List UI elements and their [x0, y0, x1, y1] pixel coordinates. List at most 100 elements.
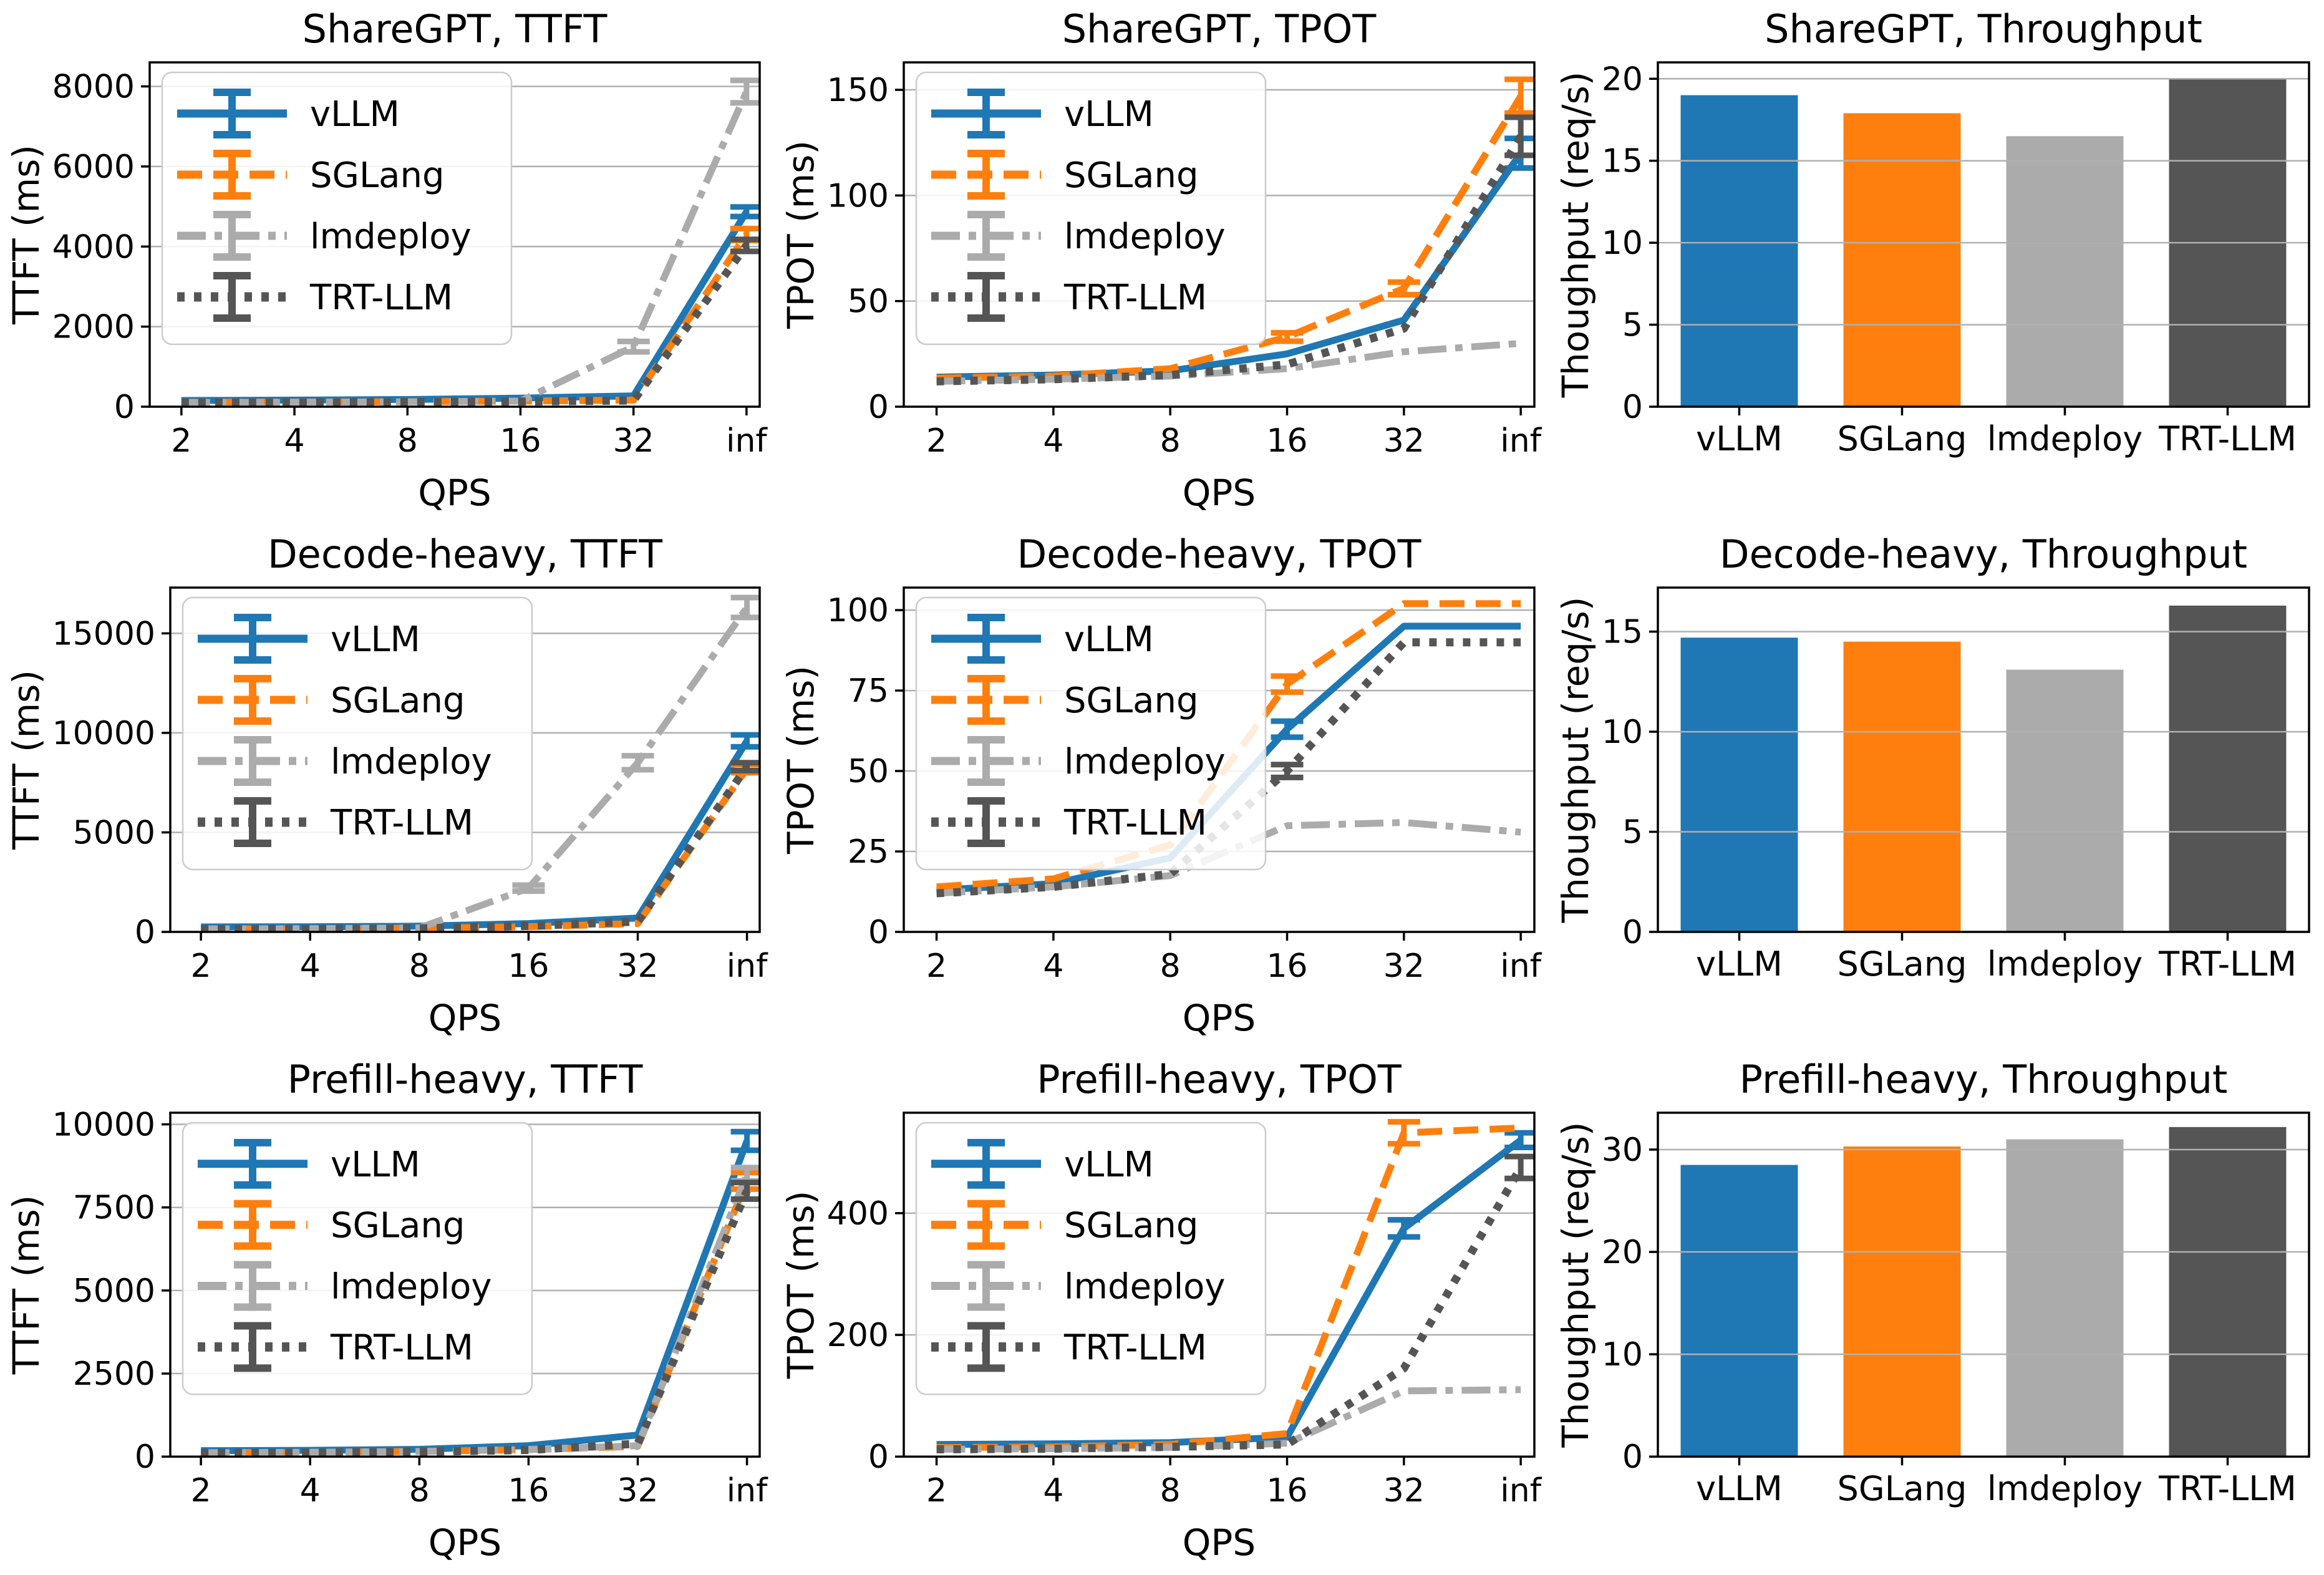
sharegpt-tpot-legend: vLLM SGLang lmdeploy TRT-LLM [915, 71, 1267, 346]
svg-text:8: 8 [1160, 1472, 1181, 1510]
sharegpt-throughput-bar-SGLang [1843, 113, 1961, 407]
decode-heavy-tpot-ylabel: TPOT (ms) [780, 666, 822, 855]
chart-svg-sharegpt-ttft: 2 4 8 16 32 inf QPS 0 2000 4000 6000 8000 ShareGPT, … [0, 0, 775, 525]
sharegpt-ttft-legend-label-SGLang: SGLang [310, 155, 445, 196]
decode-heavy-ttft-ylabel: TTFT (ms) [5, 670, 47, 850]
svg-text:400: 400 [827, 1195, 889, 1233]
decode-heavy-ttft-legend-label-SGLang: SGLang [331, 681, 465, 721]
decode-heavy-throughput-ylabel: Thoughput (req/s) [1554, 597, 1597, 924]
decode-heavy-tpot-legend-label-lmdeploy: lmdeploy [1064, 742, 1226, 782]
sharegpt-throughput-bar-lmdeploy [2006, 136, 2124, 407]
svg-text:0: 0 [135, 1438, 155, 1476]
sharegpt-throughput-ylabel: Thoughput (req/s) [1554, 72, 1597, 399]
prefill-heavy-throughput-bar-SGLang [1843, 1146, 1961, 1457]
prefill-heavy-tpot-plot-frame [903, 1112, 1536, 1458]
decode-heavy-ttft-plot-frame [169, 586, 761, 933]
sharegpt-tpot-series-SGLang [936, 76, 1534, 382]
decode-heavy-ttft-y-axis: 0 5000 10000 15000 [52, 615, 170, 951]
svg-text:2: 2 [926, 947, 947, 985]
decode-heavy-tpot-series-TRT-LLM [936, 638, 1521, 898]
sharegpt-ttft-legend: vLLM SGLang lmdeploy TRT-LLM [161, 71, 513, 346]
svg-text:32: 32 [1383, 1472, 1425, 1510]
sharegpt-throughput-gridlines [1658, 78, 2309, 326]
prefill-heavy-tpot-y-axis: 0 200 400 [827, 1195, 904, 1476]
svg-text:inf: inf [727, 947, 768, 985]
svg-text:QPS: QPS [428, 997, 501, 1039]
prefill-heavy-ttft-legend-label-TRT-LLM: TRT-LLM [330, 1327, 473, 1368]
svg-text:TRT-LLM: TRT-LLM [2158, 419, 2297, 458]
svg-text:0: 0 [114, 389, 135, 426]
prefill-heavy-throughput-y-axis: 0 10 20 30 [1602, 1132, 1658, 1476]
svg-text:16: 16 [1266, 1472, 1307, 1510]
svg-text:2000: 2000 [52, 309, 135, 346]
sharegpt-tpot-x-axis: 2 4 8 16 32 inf QPS [926, 407, 1542, 514]
sharegpt-ttft-y-axis: 0 2000 4000 6000 8000 [52, 69, 150, 426]
sharegpt-tpot-ylabel: TPOT (ms) [780, 140, 822, 329]
sharegpt-ttft-legend-label-vLLM: vLLM [310, 94, 400, 135]
sharegpt-tpot-legend-label-TRT-LLM: TRT-LLM [1063, 278, 1207, 318]
prefill-heavy-ttft-ylabel: TTFT (ms) [5, 1195, 47, 1375]
svg-text:0: 0 [868, 389, 889, 426]
decode-heavy-throughput-title: Decode-heavy, Throughput [1720, 531, 2247, 577]
svg-text:TRT-LLM: TRT-LLM [2158, 944, 2297, 984]
svg-text:0: 0 [1622, 914, 1643, 951]
sharegpt-ttft-title: ShareGPT, TTFT [303, 6, 608, 52]
chart-sharegpt-ttft: 2 4 8 16 32 inf QPS 0 2000 4000 6000 8000 ShareGPT, … [0, 0, 775, 525]
svg-text:inf: inf [727, 1472, 768, 1510]
prefill-heavy-tpot-x-axis: 2 4 8 16 32 inf QPS [926, 1456, 1542, 1564]
decode-heavy-ttft-series-lmdeploy [201, 594, 760, 932]
prefill-heavy-throughput-bars [1680, 1127, 2287, 1457]
decode-heavy-throughput-plot-frame [1657, 586, 2310, 933]
svg-text:inf: inf [726, 422, 768, 460]
chart-prefill-heavy-tpot: 2 4 8 16 32 inf QPS 0 200 400 Prefill-heavy, TPOT T… [775, 1050, 1549, 1575]
svg-text:0: 0 [1622, 1438, 1643, 1476]
svg-text:16: 16 [1266, 422, 1307, 460]
sharegpt-throughput-y-axis: 0 5 10 15 20 [1602, 61, 1658, 426]
sharegpt-tpot-legend-label-lmdeploy: lmdeploy [1064, 216, 1226, 257]
sharegpt-ttft-plot-frame [148, 61, 761, 408]
sharegpt-ttft-legend-label-lmdeploy: lmdeploy [310, 216, 472, 257]
prefill-heavy-ttft-legend-label-SGLang: SGLang [331, 1206, 465, 1246]
svg-text:lmdeploy: lmdeploy [1987, 944, 2142, 984]
prefill-heavy-tpot-ylabel: TPOT (ms) [780, 1191, 822, 1379]
svg-text:2500: 2500 [73, 1355, 155, 1393]
decode-heavy-tpot-series-lmdeploy [936, 819, 1521, 897]
svg-text:SGLang: SGLang [1837, 944, 1967, 984]
decode-heavy-ttft-legend-label-TRT-LLM: TRT-LLM [330, 803, 473, 843]
svg-text:20: 20 [1602, 61, 1643, 98]
svg-text:100: 100 [827, 177, 889, 215]
svg-text:8: 8 [1160, 947, 1181, 985]
decode-heavy-throughput-x-axis: vLLM SGLang lmdeploy TRT-LLM [1696, 932, 2297, 984]
svg-text:5: 5 [1622, 307, 1643, 344]
chart-svg-decode-heavy-ttft: 2 4 8 16 32 inf QPS 0 5000 10000 15000 Decode-heavy… [0, 525, 775, 1050]
prefill-heavy-throughput-bar-lmdeploy [2006, 1139, 2124, 1457]
svg-text:lmdeploy: lmdeploy [1987, 419, 2142, 458]
svg-text:QPS: QPS [428, 1521, 501, 1564]
prefill-heavy-ttft-title: Prefill-heavy, TTFT [288, 1057, 644, 1102]
svg-text:SGLang: SGLang [1837, 1469, 1967, 1508]
svg-text:32: 32 [613, 422, 654, 460]
decode-heavy-throughput-bars [1680, 605, 2287, 932]
svg-text:32: 32 [617, 1472, 658, 1510]
sharegpt-ttft-x-axis: 2 4 8 16 32 inf QPS [171, 407, 768, 514]
prefill-heavy-tpot-legend-label-vLLM: vLLM [1064, 1145, 1154, 1185]
svg-text:2: 2 [171, 422, 191, 460]
svg-text:2: 2 [191, 1472, 211, 1510]
decode-heavy-tpot-legend: vLLM SGLang lmdeploy TRT-LLM [915, 596, 1267, 871]
svg-text:10000: 10000 [52, 715, 155, 752]
sharegpt-ttft-ylabel: TTFT (ms) [5, 145, 47, 325]
svg-text:10: 10 [1602, 714, 1643, 751]
chart-svg-sharegpt-tpot: 2 4 8 16 32 inf QPS 0 50 100 150 ShareGPT, TPOT TPOT… [775, 0, 1549, 525]
svg-text:4: 4 [1043, 1472, 1063, 1510]
svg-text:inf: inf [1500, 422, 1542, 460]
decode-heavy-throughput-gridlines [1658, 631, 2309, 833]
svg-text:32: 32 [1383, 422, 1425, 460]
svg-text:200: 200 [827, 1317, 889, 1354]
svg-text:16: 16 [508, 1472, 549, 1510]
sharegpt-throughput-title: ShareGPT, Throughput [1765, 6, 2202, 52]
chart-prefill-heavy-ttft: 2 4 8 16 32 inf QPS 0 2500 5000 7500 10000 Prefill-h… [0, 1050, 775, 1575]
prefill-heavy-tpot-series-SGLang [936, 1119, 1521, 1451]
prefill-heavy-throughput-ylabel: Thoughput (req/s) [1554, 1122, 1597, 1448]
svg-text:16: 16 [1266, 947, 1307, 985]
